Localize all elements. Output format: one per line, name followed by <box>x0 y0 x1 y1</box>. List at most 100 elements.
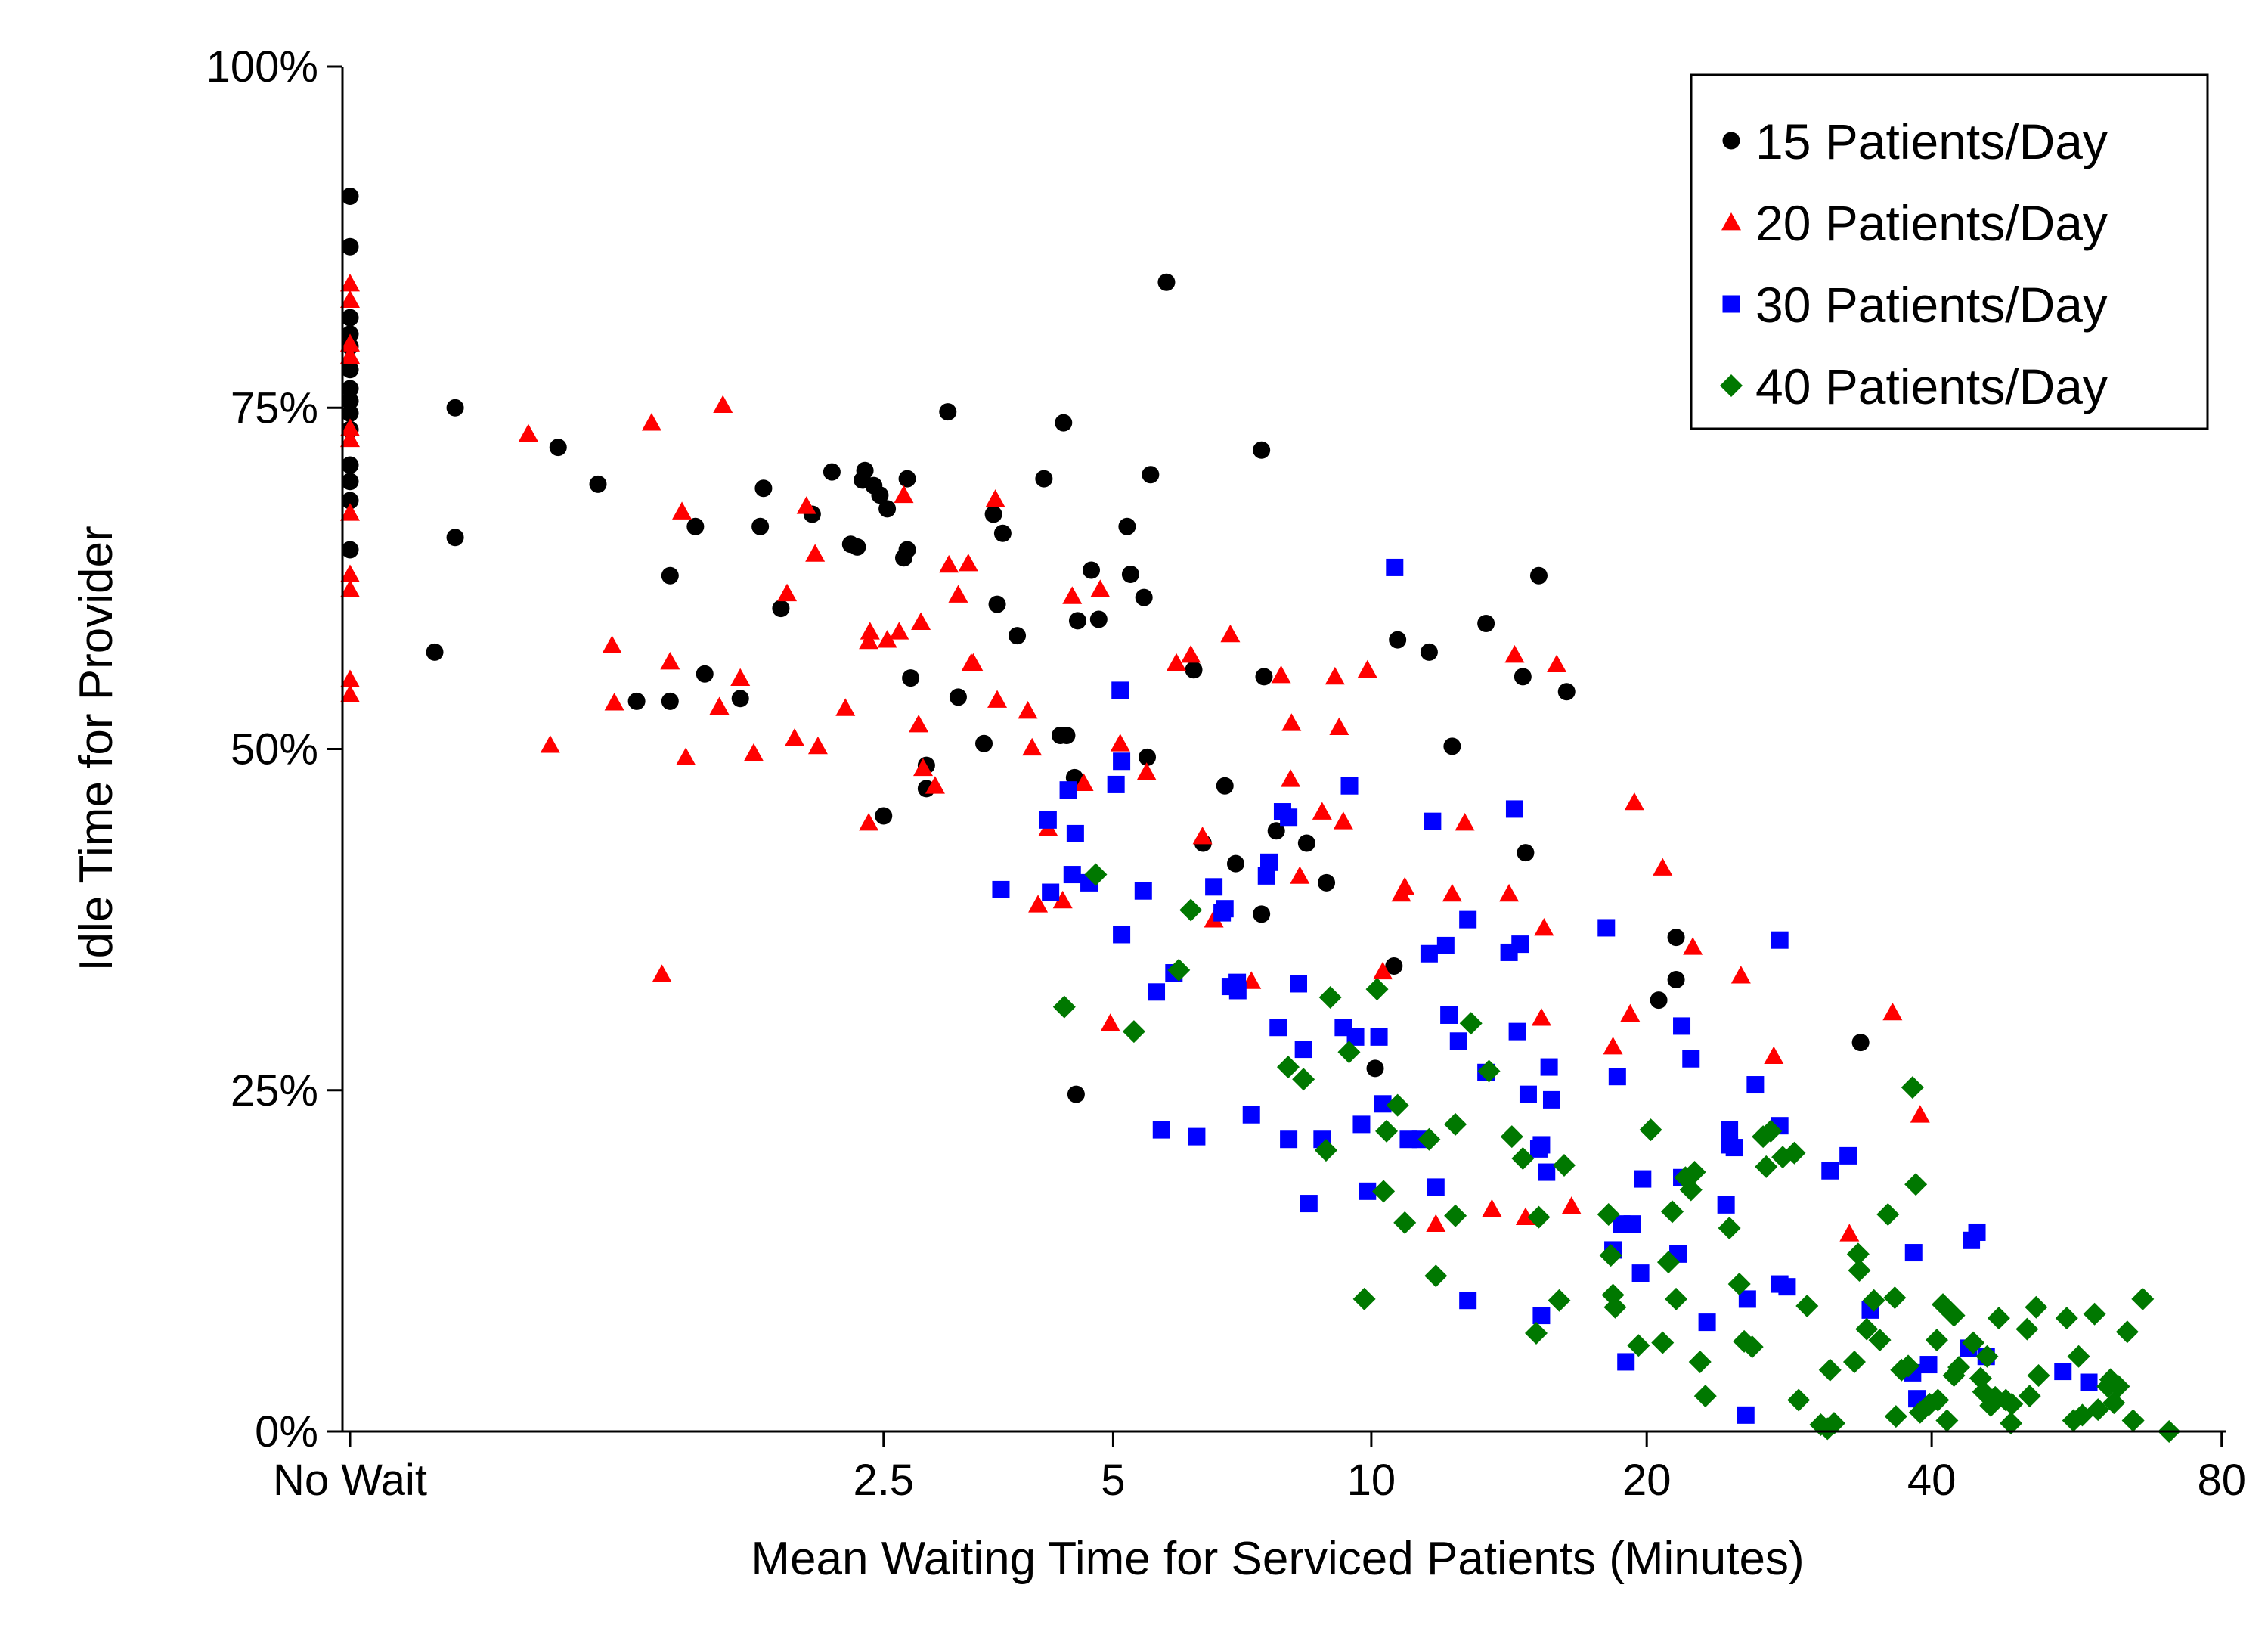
data-point <box>2000 1392 2024 1416</box>
data-point <box>641 413 662 431</box>
data-point <box>948 585 968 603</box>
data-point <box>913 758 934 777</box>
data-point <box>1855 1317 1879 1341</box>
legend-marker <box>1720 374 1743 397</box>
data-point <box>446 399 464 417</box>
data-point <box>1842 1350 1866 1373</box>
legend: 15 Patients/Day 20 Patients/Day 30 Patient… <box>1690 73 2209 430</box>
data-point <box>1627 1334 1650 1357</box>
data-point <box>1942 1304 1966 1327</box>
data-point <box>1185 661 1203 679</box>
data-point <box>1926 1388 1950 1412</box>
data-point <box>652 964 672 982</box>
data-point <box>1118 517 1136 535</box>
data-point <box>1067 1085 1085 1103</box>
data-point <box>1100 1013 1120 1031</box>
data-point <box>1052 995 1076 1019</box>
data-point <box>909 715 929 733</box>
data-point <box>1113 752 1131 771</box>
data-point <box>1257 867 1275 885</box>
data-point <box>1514 668 1532 686</box>
data-point <box>1987 1307 2010 1330</box>
data-point <box>1294 1041 1312 1059</box>
data-point <box>2055 1307 2078 1330</box>
data-point <box>871 486 889 504</box>
data-point <box>1420 944 1438 963</box>
x-tick-label: No Wait <box>273 1456 427 1505</box>
data-point <box>1062 586 1083 604</box>
data-point <box>1962 1331 1985 1354</box>
data-point <box>1901 1076 1924 1099</box>
data-point <box>340 333 360 352</box>
data-point <box>2025 1295 2048 1319</box>
data-point <box>1142 466 1160 484</box>
series-4 <box>1052 863 2181 1443</box>
data-point <box>992 880 1010 898</box>
data-point <box>987 690 1008 708</box>
data-point <box>1386 1093 1409 1117</box>
data-point <box>1693 1385 1717 1408</box>
data-point <box>1418 1127 1441 1151</box>
data-point <box>1688 1350 1712 1373</box>
data-point <box>754 479 773 498</box>
data-point <box>1459 910 1477 929</box>
data-point <box>1055 414 1073 432</box>
data-point <box>823 463 841 481</box>
data-point <box>1042 883 1060 901</box>
data-point <box>1148 983 1166 1001</box>
data-point <box>1540 1058 1558 1076</box>
data-point <box>877 630 897 648</box>
data-point <box>1228 982 1247 1000</box>
data-point <box>2000 1412 2023 1435</box>
data-point <box>1058 726 1076 744</box>
data-point <box>713 395 733 414</box>
data-point <box>1297 834 1315 852</box>
data-point <box>1427 1178 1445 1196</box>
data-point <box>709 696 730 715</box>
data-point <box>1651 1331 1675 1354</box>
data-point <box>1818 1358 1842 1382</box>
data-point <box>1882 1002 1903 1021</box>
data-point <box>1290 975 1308 993</box>
legend-label: 20 Patients/Day <box>1755 195 2108 251</box>
data-point <box>1737 1406 1755 1424</box>
legend-marker <box>1722 132 1740 150</box>
data-point <box>894 485 914 504</box>
data-point <box>1721 1121 1739 1139</box>
data-point <box>1553 1154 1576 1177</box>
x-tick-label: 20 <box>1622 1456 1672 1505</box>
data-point <box>1665 1287 1688 1310</box>
data-point <box>2131 1287 2155 1310</box>
data-point <box>1661 1200 1684 1224</box>
data-point <box>1919 1356 1938 1374</box>
data-point <box>856 461 874 479</box>
data-point <box>807 736 828 755</box>
data-point <box>1352 1287 1376 1310</box>
data-point <box>939 403 957 421</box>
data-point <box>1227 854 1244 873</box>
data-point <box>1848 1259 1871 1282</box>
data-point <box>1089 610 1108 628</box>
data-point <box>1090 579 1111 597</box>
data-point <box>1063 866 1081 884</box>
data-point <box>1084 863 1108 886</box>
data-point <box>2015 1317 2039 1341</box>
x-tick-label: 10 <box>1347 1456 1396 1505</box>
data-point <box>1599 1244 1622 1267</box>
data-point <box>1529 566 1548 585</box>
data-point <box>341 361 359 379</box>
data-point <box>1426 1214 1446 1233</box>
data-point <box>1420 643 1438 661</box>
data-point <box>340 684 360 702</box>
data-point <box>1656 1251 1680 1274</box>
data-point <box>875 807 893 825</box>
data-point <box>341 456 359 474</box>
data-point <box>2115 1320 2139 1344</box>
data-point <box>1639 1118 1662 1142</box>
data-point <box>785 728 805 746</box>
data-point <box>2083 1302 2106 1326</box>
data-point <box>1281 769 1301 787</box>
data-point <box>1192 827 1213 845</box>
data-point <box>1444 1112 1467 1136</box>
